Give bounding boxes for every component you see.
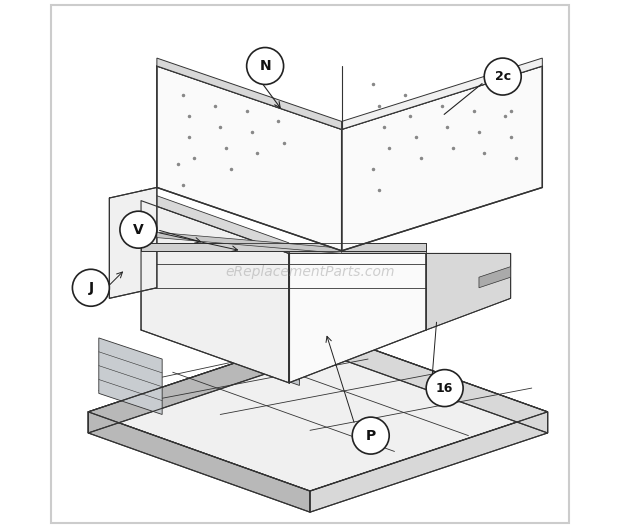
Polygon shape [88, 333, 547, 491]
Circle shape [73, 269, 109, 306]
Polygon shape [109, 187, 157, 298]
Polygon shape [88, 412, 310, 512]
Circle shape [484, 58, 521, 95]
Polygon shape [99, 338, 162, 414]
Polygon shape [141, 201, 289, 383]
Polygon shape [310, 412, 547, 512]
Circle shape [352, 417, 389, 454]
Circle shape [426, 370, 463, 407]
Text: N: N [259, 59, 271, 73]
Circle shape [247, 48, 283, 84]
Polygon shape [342, 66, 542, 251]
Text: 16: 16 [436, 382, 453, 394]
Polygon shape [289, 253, 426, 383]
Polygon shape [141, 243, 426, 251]
Circle shape [120, 211, 157, 248]
Text: 2c: 2c [495, 70, 511, 83]
Polygon shape [326, 333, 547, 433]
Polygon shape [157, 232, 342, 253]
Text: V: V [133, 223, 144, 237]
Polygon shape [247, 356, 299, 385]
Polygon shape [157, 58, 342, 129]
Text: J: J [88, 281, 94, 295]
Polygon shape [157, 66, 342, 251]
Polygon shape [342, 58, 542, 129]
Text: eReplacementParts.com: eReplacementParts.com [225, 265, 395, 279]
Text: P: P [366, 429, 376, 442]
Polygon shape [289, 243, 426, 253]
Polygon shape [426, 253, 511, 330]
Polygon shape [479, 267, 511, 288]
Polygon shape [88, 333, 326, 433]
Polygon shape [141, 190, 289, 253]
